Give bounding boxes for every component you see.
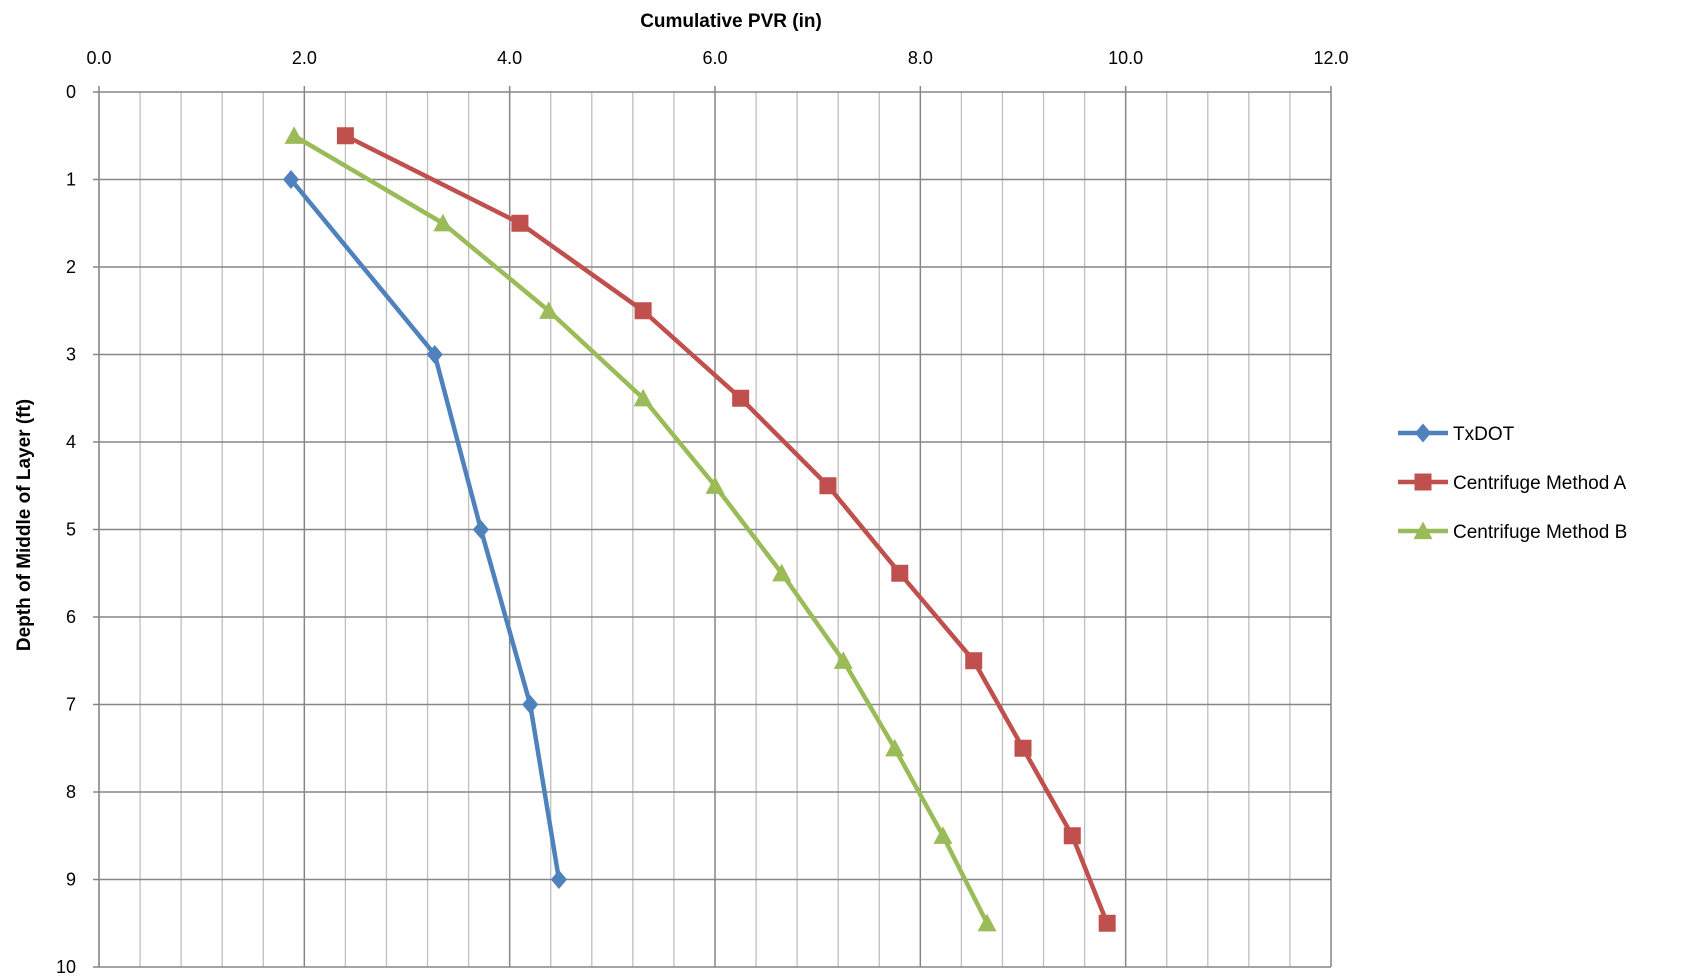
data-point	[282, 170, 300, 189]
data-point	[819, 477, 837, 495]
axes: 0.0 2.0 4.0 6.0 8.0 10.0 12.0 0 1 2 3 4 5 6 7 8 9 10	[56, 48, 1349, 977]
grid	[99, 92, 1332, 968]
series-centrifuge-method-b	[284, 126, 997, 932]
data-point	[550, 870, 568, 889]
x-tick-label: 10.0	[1108, 48, 1143, 68]
series-line	[344, 133, 1110, 925]
x-tick-label: 0.0	[86, 48, 111, 68]
y-tick-label: 10	[56, 957, 76, 973]
x-tick-label: 4.0	[497, 48, 522, 68]
x-axis-title: Cumulative PVR (in)	[640, 11, 822, 32]
data-point	[539, 301, 559, 319]
series-centrifuge-method-a	[336, 127, 1116, 932]
y-tick-label: 6	[66, 607, 76, 627]
data-point	[511, 214, 529, 232]
data-point	[633, 388, 653, 407]
data-point	[933, 826, 953, 844]
data-point	[336, 127, 354, 145]
y-tick-label: 4	[66, 432, 76, 452]
data-point	[1098, 914, 1116, 932]
legend-entry: TxDOT	[1398, 423, 1515, 445]
data-point	[732, 389, 750, 407]
series-line	[292, 133, 990, 925]
legend-label: Centrifuge Method B	[1453, 522, 1627, 543]
y-tick-label: 8	[66, 782, 76, 802]
legend-marker	[1414, 423, 1432, 443]
x-tick-label: 2.0	[292, 48, 317, 68]
data-point	[426, 345, 443, 364]
data-point	[977, 913, 997, 932]
y-tick-label: 3	[66, 345, 76, 365]
legend-marker	[1413, 521, 1433, 540]
x-tick-label: 8.0	[908, 48, 933, 68]
x-tick-label: 6.0	[702, 48, 727, 68]
y-tick-label: 0	[66, 82, 76, 102]
legend-label: Centrifuge Method A	[1453, 473, 1627, 494]
data-point	[433, 213, 453, 232]
data-point	[284, 126, 304, 144]
y-tick-label: 7	[66, 695, 76, 715]
legend-label: TxDOT	[1453, 424, 1515, 445]
data-point	[965, 652, 983, 670]
data-point	[772, 563, 792, 582]
data-point	[472, 520, 489, 539]
data-point	[885, 738, 905, 757]
x-tick-label: 12.0	[1313, 48, 1348, 68]
y-tick-label: 9	[66, 870, 76, 890]
data-point	[1014, 739, 1032, 757]
legend-marker	[1414, 473, 1432, 491]
y-axis-title: Depth of Middle of Layer (ft)	[14, 399, 35, 651]
legend: TxDOT Centrifuge Method A Centrifuge Metho…	[1398, 423, 1627, 543]
data-point	[705, 476, 725, 494]
data-point	[833, 651, 853, 669]
legend-entry: Centrifuge Method B	[1398, 521, 1627, 543]
y-tick-label: 1	[66, 170, 76, 190]
series-layer	[282, 126, 1116, 932]
data-point	[522, 695, 539, 714]
data-point	[1063, 827, 1081, 845]
y-tick-label: 5	[66, 520, 76, 540]
y-tick-label: 2	[66, 257, 76, 277]
legend-entry: Centrifuge Method A	[1398, 473, 1627, 494]
data-point	[634, 302, 652, 320]
series-txdot	[282, 170, 568, 889]
data-point	[891, 564, 909, 582]
